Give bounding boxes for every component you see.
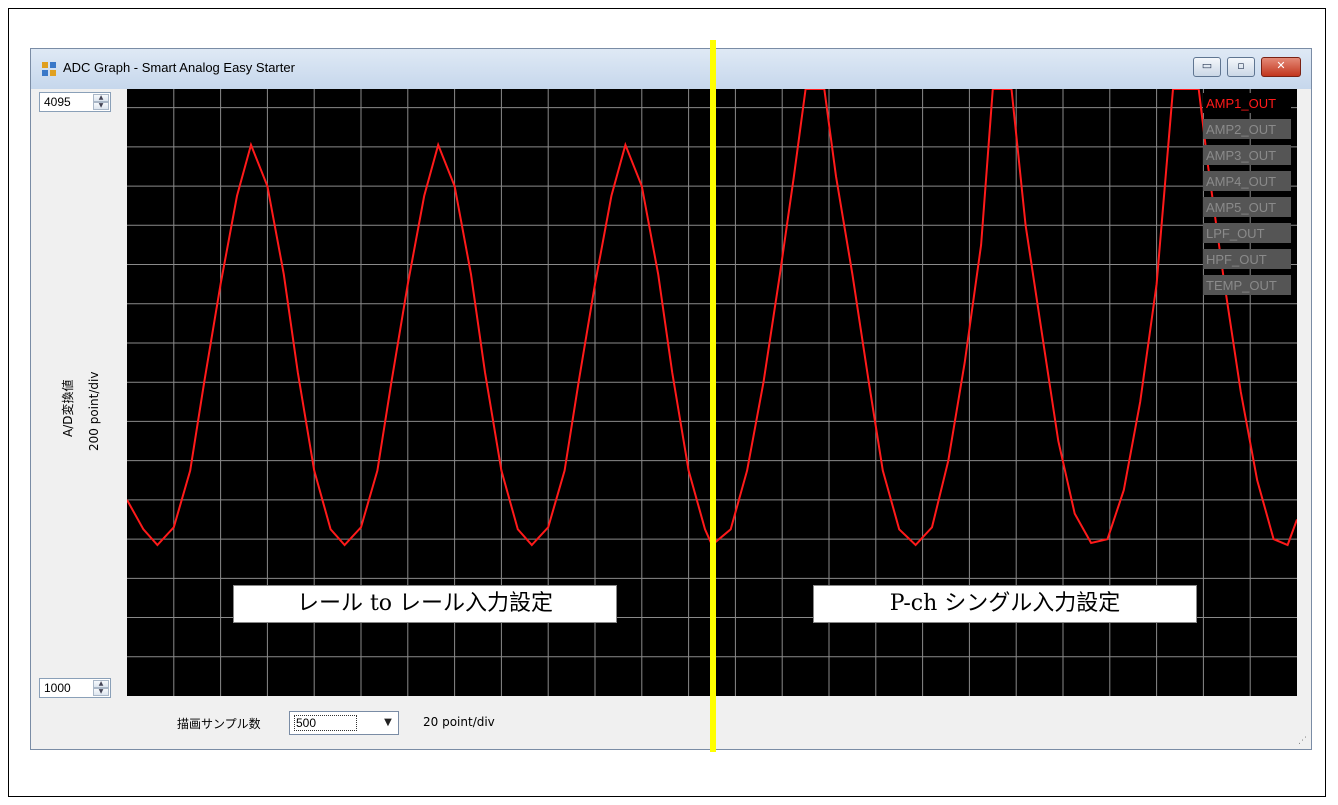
y-min-down-arrow-icon[interactable]: ▼ [93, 688, 109, 696]
legend-item-background[interactable] [1203, 93, 1291, 113]
legend-item-label[interactable]: AMP2_OUT [1206, 122, 1276, 137]
legend-item-label[interactable]: AMP3_OUT [1206, 148, 1276, 163]
channel-legend: AMP1_OUT AMP2_OUT AMP3_OUT AMP4_OUT AMP5_OUT… [1203, 93, 1291, 295]
legend-item-background[interactable] [1203, 119, 1291, 139]
y-axis-labels: A/D変換値 200 point/div [59, 319, 119, 519]
y-min-spin-buttons: ▲ ▼ [93, 680, 109, 696]
y-max-down-arrow-icon[interactable]: ▼ [93, 102, 109, 110]
legend-item-background[interactable] [1203, 249, 1291, 269]
amp1-out-trace [127, 89, 1297, 547]
maximize-button[interactable]: ▫ [1227, 57, 1255, 77]
legend-item-background[interactable] [1203, 171, 1291, 191]
legend-item-lpf-out[interactable]: LPF_OUT [1203, 223, 1291, 243]
adc-graph-window: ADC Graph - Smart Analog Easy Starter ▭ … [30, 48, 1312, 750]
legend-item-label[interactable]: LPF_OUT [1206, 226, 1265, 241]
legend-item-background[interactable] [1203, 197, 1291, 217]
legend-item-amp5-out[interactable]: AMP5_OUT [1203, 197, 1291, 217]
annotation-pch-single: P-ch シングル入力設定 [813, 585, 1197, 623]
samples-dropdown[interactable]: 500 ▼ [289, 711, 399, 735]
legend-item-background[interactable] [1203, 223, 1291, 243]
legend-item-amp2-out[interactable]: AMP2_OUT [1203, 119, 1291, 139]
legend-item-amp1-out[interactable]: AMP1_OUT [1203, 93, 1291, 113]
annotation-rail-to-rail: レール to レール入力設定 [233, 585, 617, 623]
legend-item-amp4-out[interactable]: AMP4_OUT [1203, 171, 1291, 191]
bottom-toolbar: 描画サンプル数 500 ▼ 20 point/div ⋰ [31, 701, 1311, 749]
legend-item-background[interactable] [1203, 275, 1291, 295]
legend-item-label[interactable]: AMP1_OUT [1206, 96, 1276, 111]
samples-label: 描画サンプル数 [177, 717, 261, 731]
y-axis-label: A/D変換値 [61, 379, 75, 438]
y-max-spinner[interactable]: 4095 ▲ ▼ [39, 92, 111, 112]
y-axis-div-label: 200 point/div [87, 371, 101, 451]
window-title: ADC Graph - Smart Analog Easy Starter [63, 60, 295, 75]
legend-item-label[interactable]: AMP5_OUT [1206, 200, 1276, 215]
document-frame [8, 8, 1326, 797]
legend-item-label[interactable]: TEMP_OUT [1206, 278, 1277, 293]
y-max-up-arrow-icon[interactable]: ▲ [93, 94, 109, 102]
samples-value[interactable]: 500 [294, 715, 358, 731]
y-max-spin-buttons: ▲ ▼ [93, 94, 109, 110]
resize-grip-icon[interactable]: ⋰ [1298, 736, 1307, 746]
x-axis-div-label: 20 point/div [423, 715, 495, 729]
legend-item-amp3-out[interactable]: AMP3_OUT [1203, 145, 1291, 165]
y-max-value[interactable]: 4095 [44, 95, 71, 109]
legend-item-background[interactable] [1203, 145, 1291, 165]
legend-item-temp-out[interactable]: TEMP_OUT [1203, 275, 1291, 295]
y-min-spinner[interactable]: 1000 ▲ ▼ [39, 678, 111, 698]
close-button[interactable]: ✕ [1261, 57, 1301, 77]
legend-item-label[interactable]: HPF_OUT [1206, 252, 1267, 267]
minimize-button[interactable]: ▭ [1193, 57, 1221, 77]
app-icon [41, 61, 57, 77]
chevron-down-icon[interactable]: ▼ [384, 717, 392, 728]
legend-item-label[interactable]: AMP4_OUT [1206, 174, 1276, 189]
title-bar[interactable]: ADC Graph - Smart Analog Easy Starter ▭ … [31, 49, 1311, 89]
y-min-value[interactable]: 1000 [44, 681, 71, 695]
y-min-up-arrow-icon[interactable]: ▲ [93, 680, 109, 688]
legend-item-hpf-out[interactable]: HPF_OUT [1203, 249, 1291, 269]
divider-line [710, 40, 716, 752]
